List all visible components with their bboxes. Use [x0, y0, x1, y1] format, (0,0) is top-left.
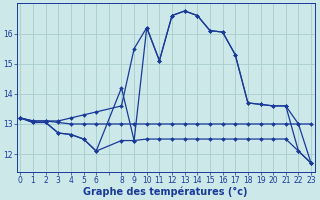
- X-axis label: Graphe des températures (°c): Graphe des températures (°c): [84, 186, 248, 197]
